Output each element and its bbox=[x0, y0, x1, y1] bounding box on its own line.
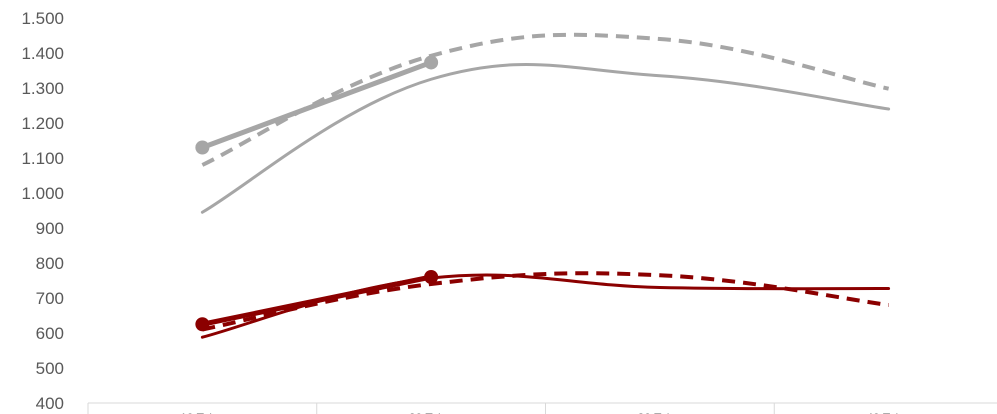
y-tick-label: 1.100 bbox=[21, 149, 64, 168]
data-point bbox=[424, 55, 439, 70]
series-line bbox=[201, 32, 890, 167]
y-tick-label: 1.400 bbox=[21, 44, 64, 63]
y-tick-label: 1.300 bbox=[21, 79, 64, 98]
series-line bbox=[200, 273, 891, 339]
data-point bbox=[195, 317, 210, 332]
y-tick-label: 1.500 bbox=[21, 9, 64, 28]
data-point bbox=[195, 140, 210, 155]
y-tick-label: 800 bbox=[36, 254, 64, 273]
y-tick-label: 400 bbox=[36, 394, 64, 413]
y-tick-label: 500 bbox=[36, 359, 64, 378]
series-line bbox=[199, 59, 434, 150]
x-tick-label: 20 Tekst bbox=[409, 411, 454, 414]
y-tick-label: 900 bbox=[36, 219, 64, 238]
x-tick-label: 30 Tekst bbox=[638, 411, 683, 414]
x-tick-label: 10 Tekst bbox=[180, 411, 225, 414]
y-axis: 400 500 600 700 800 900 1.000 1.100 1.200 1.300 1.… bbox=[21, 9, 64, 413]
y-tick-label: 1.200 bbox=[21, 114, 64, 133]
x-tick-label: 40 Tekst bbox=[866, 411, 911, 414]
series-line bbox=[200, 63, 891, 214]
plot-series bbox=[195, 32, 891, 339]
y-tick-label: 1.000 bbox=[21, 184, 64, 203]
data-point bbox=[424, 270, 439, 284]
series-line bbox=[199, 274, 434, 327]
y-tick-label: 600 bbox=[36, 324, 64, 343]
y-tick-label: 700 bbox=[36, 289, 64, 308]
x-axis: 10 Tekst 20 Tekst 30 Tekst 40 Tekst bbox=[87, 402, 997, 414]
